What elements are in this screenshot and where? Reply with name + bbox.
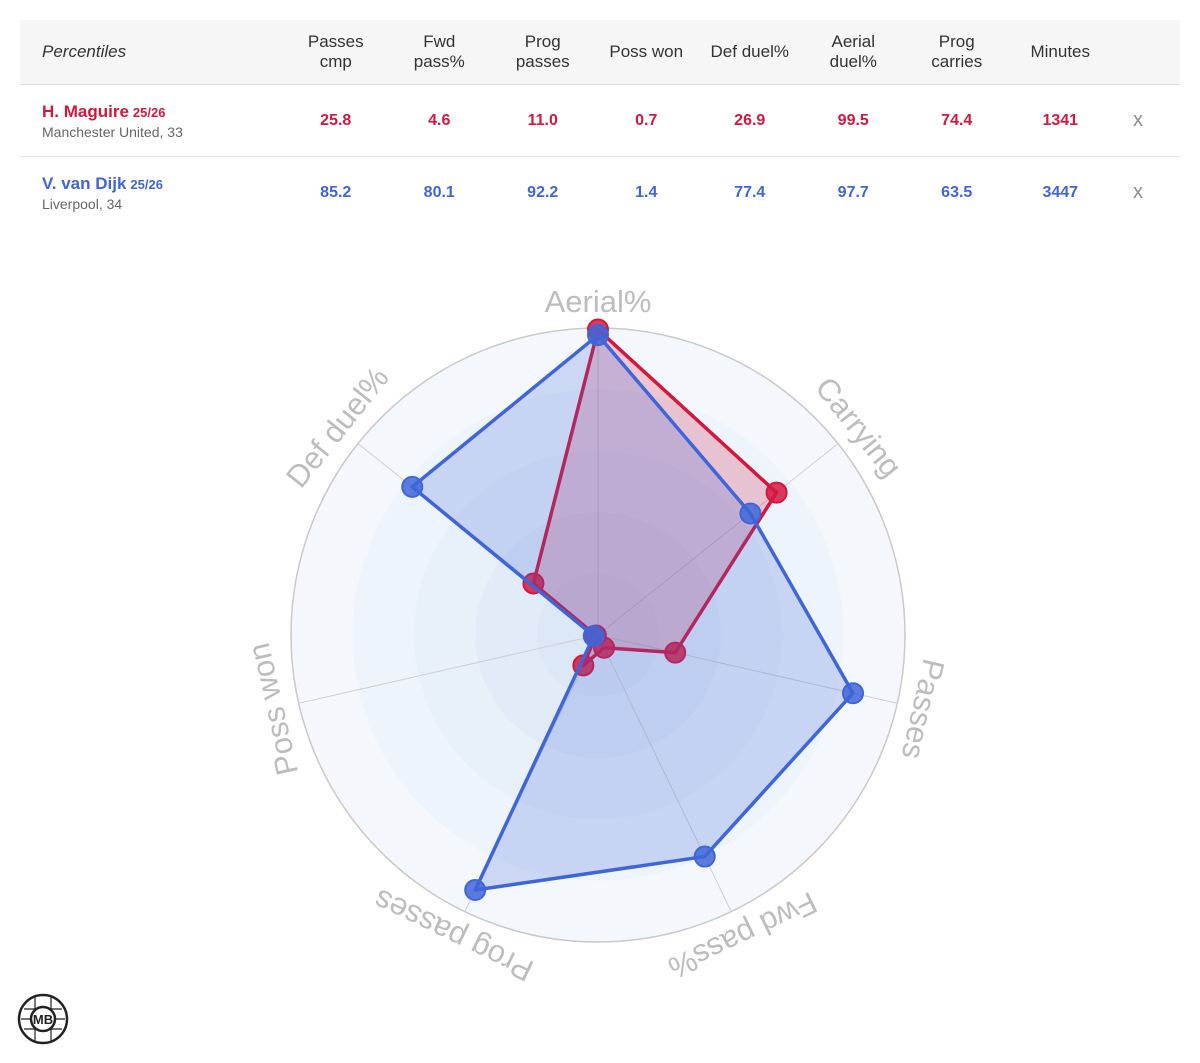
- stat-value: 77.4: [734, 183, 766, 201]
- series-area-1: [410, 333, 855, 892]
- data-point: [401, 475, 424, 498]
- player-season: 25/26: [132, 104, 166, 120]
- mb-logo-icon: MB: [17, 993, 69, 1045]
- data-point: [587, 324, 609, 347]
- data-point: [765, 481, 788, 504]
- percentile-table: Percentiles Passes cmp Fwd pass% Prog passe…: [20, 20, 1180, 228]
- header-title-cell: Percentiles: [20, 42, 284, 62]
- column-header[interactable]: Poss won: [609, 42, 684, 61]
- stat-value: 63.5: [941, 183, 973, 201]
- stat-value: 97.7: [837, 183, 869, 201]
- player-team: Manchester United, 33: [42, 123, 183, 140]
- stat-value: 1.4: [635, 183, 658, 201]
- column-header[interactable]: Fwd pass%: [413, 32, 465, 71]
- player-info: H. Maguire 25/26 Manchester United, 33: [20, 102, 284, 140]
- data-point: [464, 879, 487, 902]
- table-header: Percentiles Passes cmp Fwd pass% Prog passe…: [20, 20, 1180, 85]
- stat-value: 1341: [1042, 111, 1079, 129]
- data-point: [693, 845, 716, 868]
- data-point: [664, 641, 687, 664]
- player-row: H. Maguire 25/26 Manchester United, 33 25…: [20, 85, 1180, 157]
- column-header[interactable]: Minutes: [1030, 42, 1091, 61]
- player-row: V. van Dijk 25/26 Liverpool, 34 85.2 80.1…: [20, 157, 1180, 228]
- stat-value: 80.1: [423, 183, 455, 201]
- stat-value: 92.2: [527, 183, 559, 201]
- column-header[interactable]: Prog passes: [515, 32, 570, 71]
- header-title: Percentiles: [42, 42, 127, 61]
- player-season: 25/26: [130, 176, 163, 192]
- stat-value: 74.4: [941, 111, 973, 129]
- svg-text:MB: MB: [33, 1012, 53, 1027]
- remove-player-button[interactable]: x: [1133, 109, 1143, 131]
- radar-spoke: [597, 443, 839, 636]
- stat-value: 26.9: [734, 111, 766, 129]
- stat-value: 25.8: [320, 111, 352, 129]
- data-point: [582, 624, 605, 647]
- player-name[interactable]: H. Maguire: [42, 101, 129, 121]
- remove-player-button[interactable]: x: [1133, 181, 1143, 203]
- stat-value: 4.6: [428, 111, 451, 129]
- axis-label: Aerial%: [545, 284, 652, 319]
- player-name[interactable]: V. van Dijk: [42, 173, 127, 193]
- data-point: [739, 502, 762, 525]
- player-team: Liverpool, 34: [42, 195, 123, 212]
- column-header[interactable]: Aerial duel%: [829, 32, 877, 71]
- stat-value: 11.0: [527, 111, 558, 129]
- stat-value: 0.7: [635, 111, 658, 129]
- stat-value: 85.2: [320, 183, 352, 201]
- column-header[interactable]: Prog carries: [931, 32, 983, 71]
- column-header[interactable]: Passes cmp: [307, 32, 364, 71]
- data-point: [842, 682, 865, 705]
- radar-spoke: [298, 634, 599, 704]
- stat-value: 3447: [1042, 183, 1079, 201]
- player-info: V. van Dijk 25/26 Liverpool, 34: [20, 174, 284, 212]
- column-header[interactable]: Def duel%: [710, 42, 789, 61]
- stat-value: 99.5: [837, 111, 869, 129]
